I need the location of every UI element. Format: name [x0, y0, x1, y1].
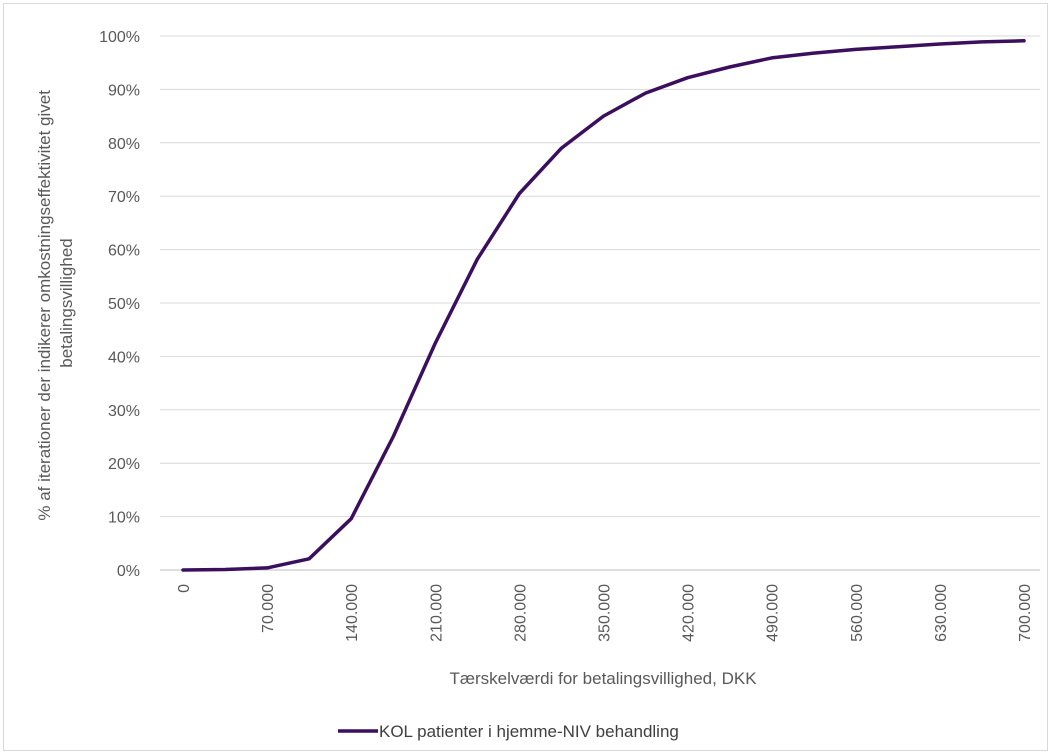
y-tick-label: 0% [117, 563, 140, 580]
x-axis-title: Tærskelværdi for betalingsvillighed, DKK [449, 669, 757, 688]
y-axis-title-line-2: betalingsvillighed [57, 238, 76, 367]
series-line-kol [181, 39, 1026, 572]
y-tick-label: 30% [108, 403, 140, 420]
x-axis-ticks: 0 70.000 140.000 210.000 280.000 350.000 420.0… [176, 584, 1034, 642]
x-tick-label: 0 [176, 584, 193, 593]
x-tick-label: 560.000 [849, 584, 866, 642]
x-tick-label: 350.000 [597, 584, 614, 642]
y-tick-label: 90% [108, 82, 140, 99]
x-tick-label: 70.000 [260, 584, 277, 633]
y-tick-label: 40% [108, 349, 140, 366]
x-tick-label: 630.000 [933, 584, 950, 642]
legend: KOL patienter i hjemme-NIV behandling [338, 722, 679, 741]
y-tick-label: 10% [108, 510, 140, 527]
x-tick-label: 210.000 [428, 584, 445, 642]
y-tick-label: 100% [99, 29, 140, 46]
y-tick-label: 50% [108, 296, 140, 313]
y-tick-label: 20% [108, 456, 140, 473]
legend-label-kol: KOL patienter i hjemme-NIV behandling [379, 722, 679, 741]
y-tick-label: 70% [108, 189, 140, 206]
gridlines [160, 35, 1040, 518]
chart-frame [3, 3, 1048, 751]
x-tick-label: 280.000 [512, 584, 529, 642]
y-axis-ticks: 0% 10% 20% 30% 40% 50% 60% 70% 80% 90% 100% [99, 29, 140, 580]
x-tick-label: 140.000 [344, 584, 361, 642]
y-axis-title: % af iterationer der indikerer omkostnin… [35, 85, 76, 520]
x-tick-label: 490.000 [765, 584, 782, 642]
y-axis-title-line-1: % af iterationer der indikerer omkostnin… [35, 90, 54, 521]
y-tick-label: 60% [108, 243, 140, 260]
x-tick-label: 700.000 [1017, 584, 1034, 642]
y-tick-label: 80% [108, 136, 140, 153]
x-tick-label: 420.000 [681, 584, 698, 642]
